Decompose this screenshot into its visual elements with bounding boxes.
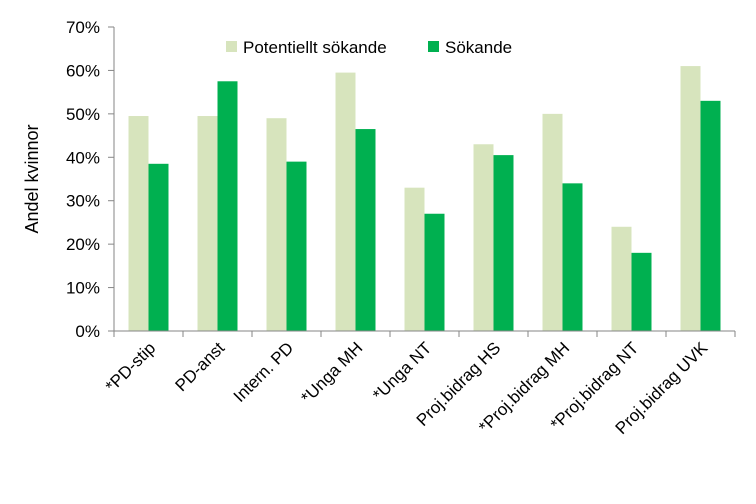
bar-potentiellt-sokande (611, 226, 632, 331)
bar-potentiellt-sokande (473, 144, 494, 331)
bar-potentiellt-sokande (266, 118, 287, 331)
bar-sokande (286, 161, 307, 331)
bar-sokande (700, 100, 721, 331)
y-tick-labels: 0% 10% 20% 30% 40% 50% 60% 70% (66, 18, 100, 341)
y-tick-label: 40% (66, 148, 100, 167)
y-tick-label: 0% (75, 322, 100, 341)
y-tick-label: 70% (66, 18, 100, 37)
legend: Potentiellt sökande Sökande (226, 38, 512, 57)
x-category-label: *Unga NT (369, 338, 435, 404)
y-tick-label: 30% (66, 192, 100, 211)
bar-sokande (148, 163, 169, 331)
bar-potentiellt-sokande (335, 72, 356, 331)
bar-sokande (562, 183, 583, 331)
y-tick-label: 50% (66, 105, 100, 124)
bar-potentiellt-sokande (680, 66, 701, 331)
bar-potentiellt-sokande (404, 187, 425, 331)
legend-label: Potentiellt sökande (243, 38, 387, 57)
bar-potentiellt-sokande (128, 116, 149, 332)
bar-sokande (631, 252, 652, 331)
y-tick-label: 20% (66, 235, 100, 254)
bar-potentiellt-sokande (542, 113, 563, 331)
bars-layer (128, 66, 721, 332)
y-tick-label: 10% (66, 279, 100, 298)
y-tick-label: 60% (66, 61, 100, 80)
bar-potentiellt-sokande (197, 116, 218, 332)
bar-sokande (424, 213, 445, 331)
bar-sokande (217, 81, 238, 332)
axes-layer (108, 26, 736, 337)
x-category-label: PD-anst (171, 338, 228, 395)
x-category-label: Intern. PD (230, 338, 298, 406)
x-category-label: *Unga MH (297, 338, 366, 407)
legend-swatch (428, 41, 439, 52)
bar-sokande (493, 155, 514, 331)
x-category-labels: *PD-stip PD-anst Intern. PD *Unga MH *Unga N… (102, 338, 712, 438)
legend-label: Sökande (445, 38, 512, 57)
bar-sokande (355, 129, 376, 331)
x-category-label: *PD-stip (102, 338, 160, 396)
y-axis-title: Andel kvinnor (22, 124, 42, 233)
legend-swatch (226, 41, 237, 52)
